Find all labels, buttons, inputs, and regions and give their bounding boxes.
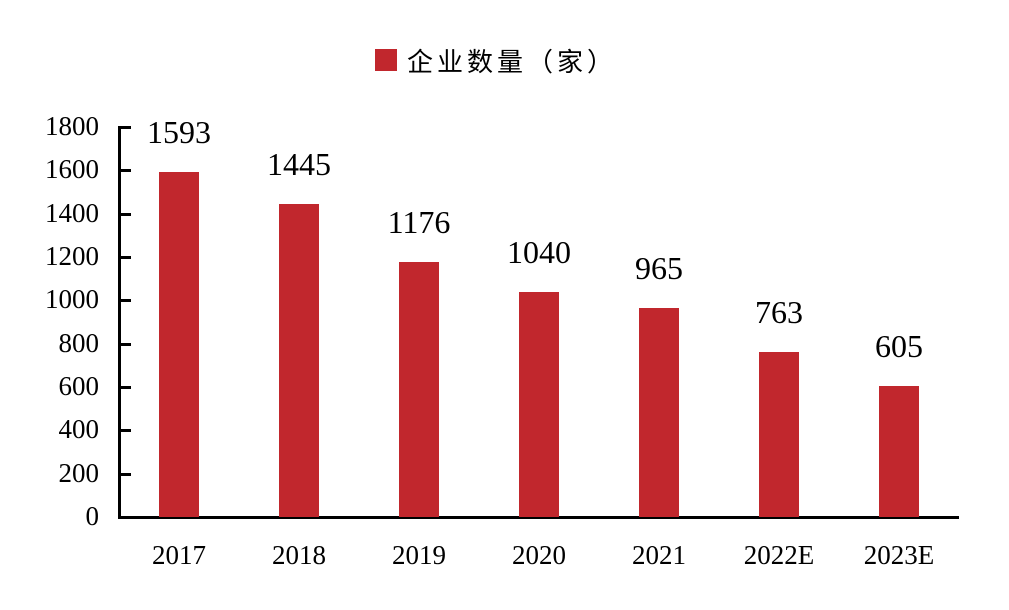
- y-tick-label: 1000: [45, 284, 99, 315]
- bar-2018: [279, 203, 319, 517]
- chart-legend: 企业数量（家）: [375, 44, 618, 78]
- data-label: 1040: [507, 233, 571, 270]
- y-tick-label: 1600: [45, 154, 99, 185]
- data-label: 1445: [267, 145, 331, 182]
- bar-2021: [639, 307, 679, 517]
- y-tick: [118, 256, 131, 259]
- data-label: 965: [635, 249, 683, 286]
- data-label: 763: [755, 293, 803, 330]
- y-tick: [118, 429, 131, 433]
- bar-2017: [159, 171, 199, 517]
- y-tick: [118, 516, 131, 519]
- y-tick: [118, 472, 131, 476]
- x-tick-label: 2019: [392, 540, 446, 570]
- y-tick-label: 1200: [45, 241, 99, 271]
- x-tick-label: 2023E: [863, 540, 935, 570]
- x-tick-label: 2020: [512, 540, 566, 570]
- x-tick-label: 2017: [152, 540, 206, 570]
- y-tick-label: 800: [58, 327, 100, 358]
- y-tick: [118, 386, 131, 389]
- y-tick: [118, 212, 131, 216]
- y-tick: [118, 299, 131, 303]
- x-tick-label: 2022E: [743, 540, 815, 570]
- y-tick-label: 0: [85, 501, 100, 531]
- data-label: 1176: [387, 204, 451, 241]
- data-label: 605: [875, 327, 923, 364]
- y-tick-label: 1800: [45, 111, 99, 141]
- x-tick-label: 2018: [272, 540, 326, 570]
- x-axis: [118, 516, 959, 519]
- legend-label: 企业数量（家）: [407, 47, 618, 78]
- x-tick-label: 2021: [632, 540, 686, 570]
- y-tick-label: 400: [58, 414, 100, 445]
- y-tick: [118, 169, 131, 173]
- data-label: 1593: [147, 113, 211, 150]
- y-axis: [118, 127, 121, 518]
- bar-2022E: [759, 351, 799, 517]
- y-tick-label: 1400: [45, 197, 99, 228]
- y-tick: [118, 126, 131, 129]
- bar-2020: [519, 291, 559, 517]
- bar-2019: [399, 262, 439, 517]
- y-tick-label: 200: [58, 457, 100, 488]
- y-tick: [118, 342, 131, 346]
- legend-swatch: [375, 49, 397, 71]
- y-tick-label: 600: [58, 371, 100, 401]
- bar-2023E: [879, 385, 919, 517]
